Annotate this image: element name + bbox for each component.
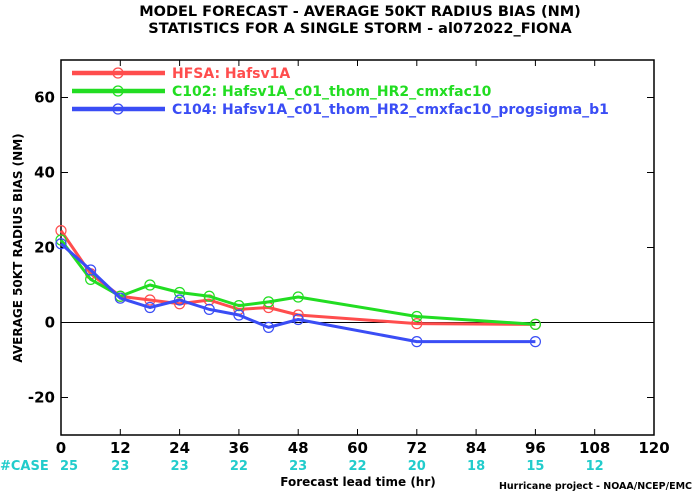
legend: HFSA: Hafsv1A C102: Hafsv1A_c01_thom_HR2_… xyxy=(72,66,609,118)
x-tick-label: 12 xyxy=(110,439,131,457)
legend-item: HFSA: Hafsv1A xyxy=(72,66,290,82)
data-point xyxy=(233,300,245,312)
y-tick-label: -20 xyxy=(28,389,55,407)
x-tick-label: 60 xyxy=(347,439,368,457)
case-count-value: 23 xyxy=(111,459,129,474)
data-point xyxy=(85,273,97,285)
data-point xyxy=(55,238,67,250)
series-line xyxy=(60,242,536,344)
data-point xyxy=(292,313,304,326)
x-tick-label: 120 xyxy=(638,439,669,457)
case-count-value: 22 xyxy=(230,459,248,474)
x-tick-label: 24 xyxy=(169,439,190,457)
x-tick-label: 108 xyxy=(579,439,610,457)
case-count-value: 15 xyxy=(526,459,544,474)
case-count-value: 23 xyxy=(289,459,307,474)
data-point xyxy=(55,225,67,237)
data-point xyxy=(144,279,156,291)
data-point xyxy=(203,290,215,302)
data-point xyxy=(114,292,126,304)
legend-swatch-marker xyxy=(112,103,124,115)
legend-swatch-marker xyxy=(112,85,124,97)
x-tick-label: 84 xyxy=(466,439,487,457)
legend-label: HFSA: Hafsv1A xyxy=(172,66,290,82)
y-tick-label: 0 xyxy=(45,314,55,332)
x-tick-label: 0 xyxy=(56,439,66,457)
data-point xyxy=(144,294,156,306)
data-point xyxy=(174,294,186,306)
chart-title: MODEL FORECAST - AVERAGE 50KT RADIUS BIA… xyxy=(139,4,581,20)
legend-swatch-marker xyxy=(112,67,124,79)
series-layer xyxy=(55,225,542,348)
case-row-label: #CASE xyxy=(0,459,49,474)
data-point xyxy=(233,309,245,321)
data-point xyxy=(411,318,423,330)
data-point xyxy=(174,286,186,299)
legend-item: C102: Hafsv1A_c01_thom_HR2_cmxfac10 xyxy=(72,84,492,100)
legend-label: C102: Hafsv1A_c01_thom_HR2_cmxfac10 xyxy=(172,84,492,100)
x-tick-label: 72 xyxy=(406,439,427,457)
data-point xyxy=(292,291,304,303)
legend-item: C104: Hafsv1A_c01_thom_HR2_cmxfac10_prog… xyxy=(72,102,609,118)
credit-text: Hurricane project - NOAA/NCEP/EMC xyxy=(499,481,692,491)
series-line xyxy=(59,239,536,326)
data-point xyxy=(203,303,215,315)
data-point xyxy=(529,318,542,330)
series-1 xyxy=(55,225,542,330)
y-axis-label: AVERAGE 50KT RADIUS BIAS (NM) xyxy=(11,133,25,362)
data-point xyxy=(85,264,97,276)
y-axis-ticks: -20 0 20 40 60 xyxy=(28,89,654,407)
x-tick-label: 96 xyxy=(525,439,546,457)
data-point xyxy=(262,296,275,308)
x-axis-ticks: 0 12 24 36 48 60 72 84 96 108 120 xyxy=(56,60,670,457)
case-count-value: 22 xyxy=(348,459,366,474)
case-count-value: 20 xyxy=(408,459,426,474)
case-count-value: 12 xyxy=(586,459,604,474)
chart-subtitle: STATISTICS FOR A SINGLE STORM - al072022… xyxy=(148,21,572,37)
data-point xyxy=(411,336,423,348)
x-tick-label: 48 xyxy=(288,439,309,457)
data-point xyxy=(411,310,423,323)
case-count-row: #CASE 25 23 23 22 23 22 20 18 15 12 xyxy=(0,459,604,474)
x-axis-label: Forecast lead time (hr) xyxy=(280,475,436,489)
case-count-value: 23 xyxy=(171,459,189,474)
data-point xyxy=(529,336,542,348)
x-tick-label: 36 xyxy=(228,439,249,457)
series-3 xyxy=(55,238,542,348)
data-point xyxy=(262,321,275,333)
case-count-value: 18 xyxy=(467,459,485,474)
y-tick-label: 40 xyxy=(34,164,55,182)
case-count-value: 25 xyxy=(60,459,78,474)
y-tick-label: 60 xyxy=(34,89,55,107)
data-point xyxy=(144,301,156,314)
legend-label: C104: Hafsv1A_c01_thom_HR2_cmxfac10_prog… xyxy=(172,102,609,118)
y-tick-label: 20 xyxy=(34,239,55,257)
